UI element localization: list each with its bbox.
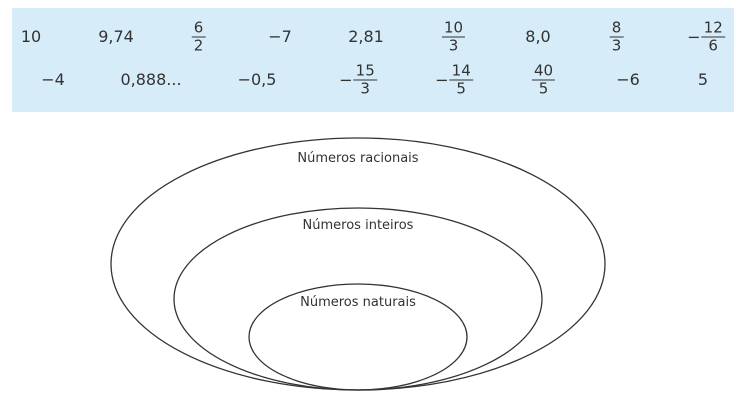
fraction-numerator: 14 xyxy=(449,61,473,81)
number-item: −7 xyxy=(268,27,292,46)
fraction-denominator: 5 xyxy=(456,79,466,98)
fraction: 10 3 xyxy=(441,18,466,55)
numbers-panel: 10 9,74 6 2 −7 2,81 10 3 8,0 8 3−12 6 −4 0,888... −0,5… xyxy=(12,8,734,112)
fraction-number: −15 3 xyxy=(339,61,377,98)
fraction-denominator: 5 xyxy=(538,79,549,98)
number-item: 5 xyxy=(697,70,709,89)
number-item: −0,5 xyxy=(237,70,277,89)
fraction-denominator: 3 xyxy=(360,79,370,98)
naturals-set-label: Números naturais xyxy=(300,295,416,310)
number-item: 10 xyxy=(20,27,42,46)
fraction-sign: − xyxy=(435,70,449,89)
fraction-numerator: 15 xyxy=(353,61,377,81)
fraction-denominator: 3 xyxy=(448,36,459,55)
fraction-numerator: 8 xyxy=(609,18,624,38)
fraction-number: −12 6 xyxy=(687,18,725,55)
fraction-numerator: 12 xyxy=(701,18,725,38)
fraction-denominator: 6 xyxy=(708,36,718,55)
fraction-denominator: 2 xyxy=(193,36,204,55)
fraction: 40 5 xyxy=(531,61,556,98)
fraction-denominator: 3 xyxy=(611,36,622,55)
fraction: 14 5 xyxy=(449,61,473,98)
fraction: 12 6 xyxy=(701,18,725,55)
fraction-number: 10 3 xyxy=(441,18,466,55)
rationals-set-ellipse xyxy=(110,137,606,391)
fraction-numerator: 6 xyxy=(191,18,206,38)
number-item: 9,74 xyxy=(98,27,134,46)
number-item: 0,888... xyxy=(120,70,182,89)
naturals-set-ellipse xyxy=(248,283,468,391)
fraction-numerator: 40 xyxy=(531,61,556,81)
fraction-sign: − xyxy=(687,27,701,46)
number-item: 8,0 xyxy=(525,27,551,46)
rationals-set-label: Números racionais xyxy=(297,151,418,166)
fraction-number: −14 5 xyxy=(435,61,473,98)
number-item: −4 xyxy=(41,70,65,89)
fraction-numerator: 10 xyxy=(441,18,466,38)
fraction-number: 40 5 xyxy=(531,61,556,98)
number-item: −6 xyxy=(616,70,640,89)
fraction-sign: − xyxy=(339,70,353,89)
fraction: 15 3 xyxy=(353,61,377,98)
number-item: 2,81 xyxy=(348,27,384,46)
integers-set-label: Números inteiros xyxy=(303,218,414,233)
